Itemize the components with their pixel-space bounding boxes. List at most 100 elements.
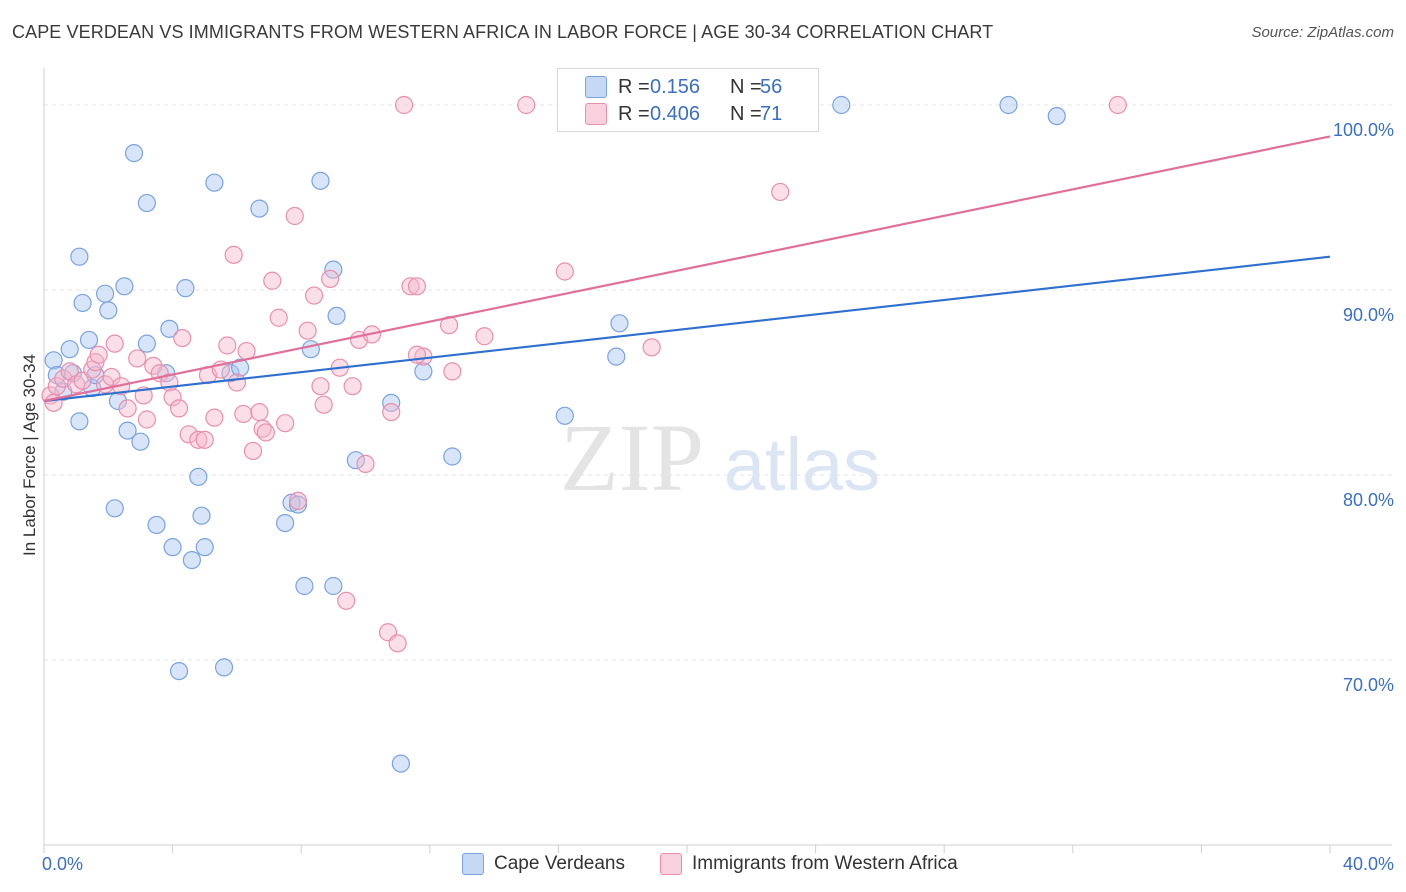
point-cape-verdean-28: [189, 467, 208, 486]
point-cape-verdean-51: [607, 347, 626, 366]
legend-r-value-blue: 0.156: [650, 75, 701, 98]
point-cape-verdean-42: [324, 576, 343, 596]
point-cape-verdean-32: [214, 658, 234, 677]
point-western-africa-44: [298, 321, 317, 340]
point-western-africa-45: [304, 286, 324, 305]
point-cape-verdean-24: [163, 538, 182, 557]
legend-box: R = 0.156 N = 56 R = 0.406 N = 71: [557, 68, 819, 132]
point-western-africa-9: [89, 345, 108, 364]
point-cape-verdean-44: [327, 306, 346, 325]
y-tick-label-70: 70.0%: [1343, 675, 1394, 695]
series-immigrants-western-africa: [41, 95, 1127, 653]
legend-n-value-blue: 56: [760, 75, 783, 98]
point-western-africa-58: [394, 95, 414, 115]
point-western-africa-59: [401, 277, 420, 296]
point-cape-verdean-15: [115, 277, 134, 296]
point-cape-verdean-35: [250, 199, 269, 218]
point-cape-verdean-54: [999, 95, 1018, 115]
point-western-africa-12: [105, 334, 124, 353]
point-cape-verdean-26: [176, 279, 195, 298]
point-western-africa-2: [47, 377, 66, 396]
point-cape-verdean-36: [276, 513, 295, 533]
point-western-africa-24: [179, 425, 198, 444]
point-cape-verdean-41: [311, 171, 330, 190]
point-western-africa-33: [234, 404, 253, 424]
point-western-africa-39: [263, 271, 282, 290]
y-tick-label-90: 90.0%: [1343, 305, 1394, 325]
point-western-africa-35: [243, 441, 263, 461]
point-western-africa-64: [475, 327, 494, 346]
point-western-africa-40: [269, 308, 288, 327]
point-cape-verdean-8: [79, 330, 99, 350]
bottom-legend-swatch-blue: [462, 853, 484, 875]
legend-r-label: R =: [618, 102, 650, 125]
point-western-africa-28: [205, 408, 224, 427]
point-cape-verdean-18: [131, 432, 150, 451]
y-tick-label-80: 80.0%: [1343, 490, 1394, 510]
point-western-africa-60: [407, 277, 427, 296]
x-tick-label-max: 40.0%: [1343, 854, 1394, 874]
point-western-africa-65: [517, 95, 536, 115]
point-western-africa-43: [288, 491, 308, 510]
watermark: ZIP atlas: [560, 404, 880, 511]
point-western-africa-32: [227, 373, 246, 392]
trend-line-cape-verdeans: [43, 255, 1331, 403]
point-western-africa-57: [388, 634, 407, 653]
point-western-africa-15: [128, 349, 147, 368]
point-western-africa-48: [321, 269, 340, 288]
point-western-africa-67: [642, 338, 661, 357]
point-western-africa-38: [256, 423, 275, 442]
legend-r-value-pink: 0.406: [650, 102, 701, 125]
legend-r-label: R =: [618, 75, 650, 98]
point-cape-verdean-55: [1047, 106, 1066, 126]
point-western-africa-56: [382, 403, 401, 422]
point-western-africa-23: [173, 329, 192, 348]
point-cape-verdean-6: [70, 412, 89, 431]
legend-swatch-pink: [585, 103, 607, 125]
watermark-atlas: atlas: [724, 423, 880, 506]
point-cape-verdean-45: [346, 451, 365, 470]
point-western-africa-18: [144, 356, 163, 375]
point-western-africa-46: [311, 377, 330, 396]
point-western-africa-66: [555, 262, 574, 281]
point-western-africa-17: [137, 410, 156, 429]
point-cape-verdean-16: [118, 421, 137, 440]
point-western-africa-51: [343, 377, 362, 396]
bottom-legend-swatch-pink: [660, 853, 682, 875]
bottom-legend-label-pink: Immigrants from Western Africa: [692, 853, 958, 874]
tick-labels: 70.0% 80.0% 90.0% 100.0% 0.0% 40.0%: [42, 120, 1394, 874]
y-tick-label-100: 100.0%: [1333, 120, 1394, 140]
point-cape-verdean-37: [282, 493, 301, 512]
bottom-legend-immigrants: Immigrants from Western Africa: [660, 852, 958, 876]
point-western-africa-26: [195, 430, 214, 449]
point-cape-verdean-29: [192, 506, 211, 525]
point-cape-verdean-23: [160, 319, 179, 338]
point-cape-verdean-39: [295, 576, 314, 596]
point-cape-verdean-46: [382, 393, 401, 412]
watermark-zip: ZIP: [560, 404, 704, 511]
point-cape-verdean-31: [205, 173, 224, 192]
point-cape-verdean-52: [610, 314, 629, 333]
point-western-africa-68: [771, 182, 790, 202]
point-cape-verdean-48: [414, 362, 433, 381]
source-label: Source: ZipAtlas.com: [1251, 24, 1394, 41]
point-cape-verdean-47: [391, 754, 410, 773]
grid-lines: [44, 104, 1392, 661]
point-western-africa-69: [1108, 95, 1127, 115]
bottom-legend-label-blue: Cape Verdeans: [494, 853, 625, 874]
y-axis-label: In Labor Force | Age 30-34: [20, 354, 39, 556]
point-western-africa-21: [163, 388, 182, 407]
point-cape-verdean-3: [60, 340, 79, 359]
point-western-africa-31: [224, 245, 243, 264]
point-western-africa-14: [118, 399, 137, 418]
chart-title: CAPE VERDEAN VS IMMIGRANTS FROM WESTERN …: [12, 22, 994, 42]
point-cape-verdean-11: [95, 284, 115, 303]
point-western-africa-22: [169, 399, 189, 418]
point-cape-verdean-7: [73, 293, 92, 313]
point-cape-verdean-13: [105, 499, 124, 518]
legend-swatch-blue: [585, 76, 607, 98]
point-cape-verdean-49: [443, 447, 462, 466]
trend-lines: [43, 135, 1331, 403]
x-tick-label-min: 0.0%: [42, 854, 83, 874]
